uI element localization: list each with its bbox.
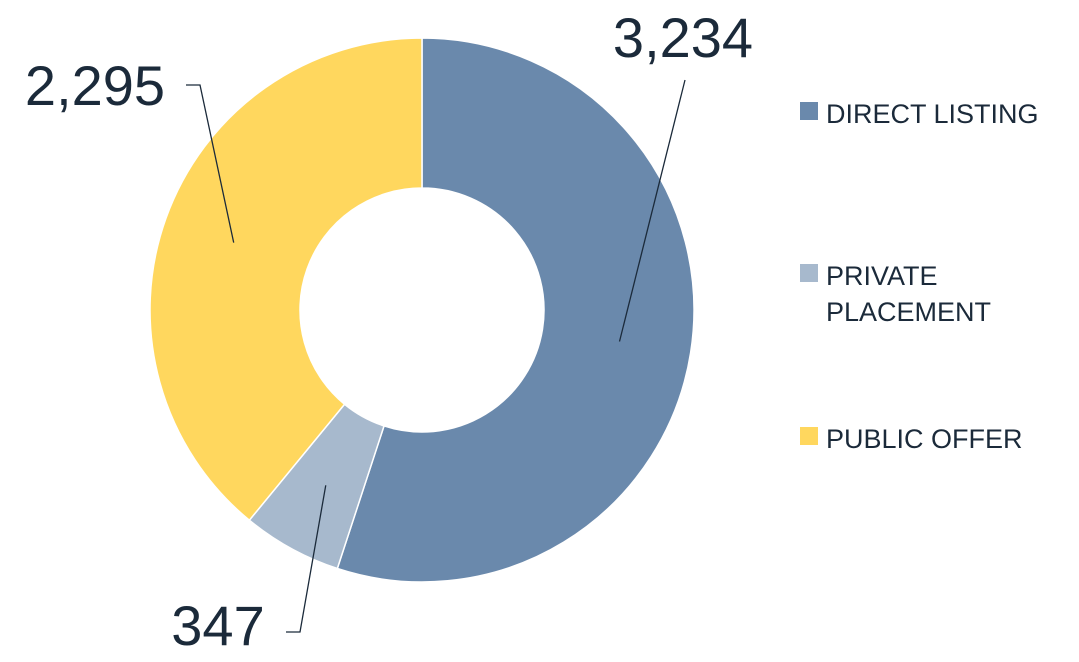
legend-item: PUBLIC OFFER [800, 421, 1079, 457]
data-label: 347 [171, 594, 264, 657]
legend-swatch [800, 102, 818, 120]
leader-line [286, 485, 327, 633]
legend-item: PRIVATE PLACEMENT [800, 258, 1079, 330]
leader-line [618, 79, 686, 342]
legend-label: PRIVATE PLACEMENT [826, 261, 992, 327]
donut-slice [149, 37, 423, 522]
legend-item: DIRECT LISTING [800, 96, 1079, 132]
leader-line [186, 84, 235, 243]
legend-swatch [800, 427, 818, 445]
legend-label: PUBLIC OFFER [826, 424, 1023, 454]
donut-slice [336, 37, 695, 583]
legend-label: DIRECT LISTING [826, 99, 1039, 129]
data-label: 2,295 [25, 54, 165, 117]
data-label: 3,234 [613, 6, 753, 69]
legend-swatch [800, 264, 818, 282]
